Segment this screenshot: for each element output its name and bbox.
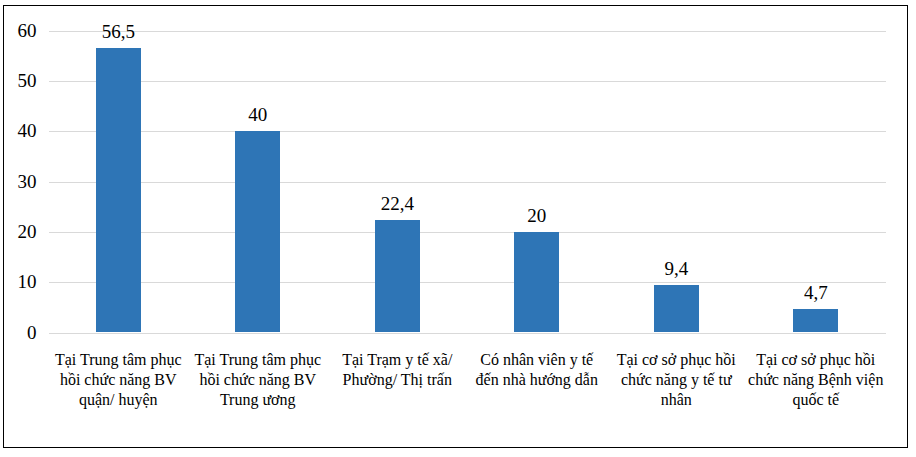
bar-value-label: 20 [497, 204, 577, 228]
gridline [49, 81, 886, 82]
bar-value-label: 4,7 [776, 281, 856, 305]
y-axis-tick-label: 30 [3, 171, 37, 193]
bar [514, 232, 559, 333]
bar [235, 131, 280, 332]
gridline [49, 232, 886, 233]
category-label: Tại Trạm y tế xã/ Phường/ Thị trấn [330, 350, 466, 390]
bar-chart-figure: 0 10 20 30 40 50 60 56,5 Tại Trung tâm phục hồi … [0, 0, 916, 457]
chart-frame: 0 10 20 30 40 50 60 56,5 Tại Trung tâm phục hồi … [3, 5, 908, 448]
gridline [49, 333, 886, 334]
bar-value-label: 56,5 [78, 20, 158, 44]
y-axis-tick-label: 60 [3, 20, 37, 42]
bar-value-label: 22,4 [357, 192, 437, 216]
bar [96, 48, 141, 332]
y-axis-tick-label: 20 [3, 221, 37, 243]
bar [375, 220, 420, 333]
y-axis-tick-label: 10 [3, 271, 37, 293]
y-axis-tick-label: 40 [3, 120, 37, 142]
category-label: Tại Trung tâm phục hồi chức năng BV Trun… [190, 350, 326, 410]
gridline [49, 31, 886, 32]
bar [793, 309, 838, 333]
gridline [49, 282, 886, 283]
category-label: Tại Trung tâm phục hồi chức năng BV quận… [51, 350, 187, 410]
y-axis-tick-label: 50 [3, 70, 37, 92]
category-label: Tại cơ sở phục hồi chức năng Bệnh viện q… [748, 350, 884, 410]
chart-plot-area: 0 10 20 30 40 50 60 56,5 Tại Trung tâm phục hồi … [4, 6, 907, 447]
gridline [49, 131, 886, 132]
bar-value-label: 9,4 [636, 257, 716, 281]
bar [654, 285, 699, 332]
bar-value-label: 40 [218, 103, 298, 127]
category-label: Tại cơ sở phục hồi chức năng y tế tư nhâ… [609, 350, 745, 410]
category-label: Có nhân viên y tế đến nhà hướng dẫn [469, 350, 605, 390]
y-axis-tick-label: 0 [3, 322, 37, 344]
gridline [49, 182, 886, 183]
